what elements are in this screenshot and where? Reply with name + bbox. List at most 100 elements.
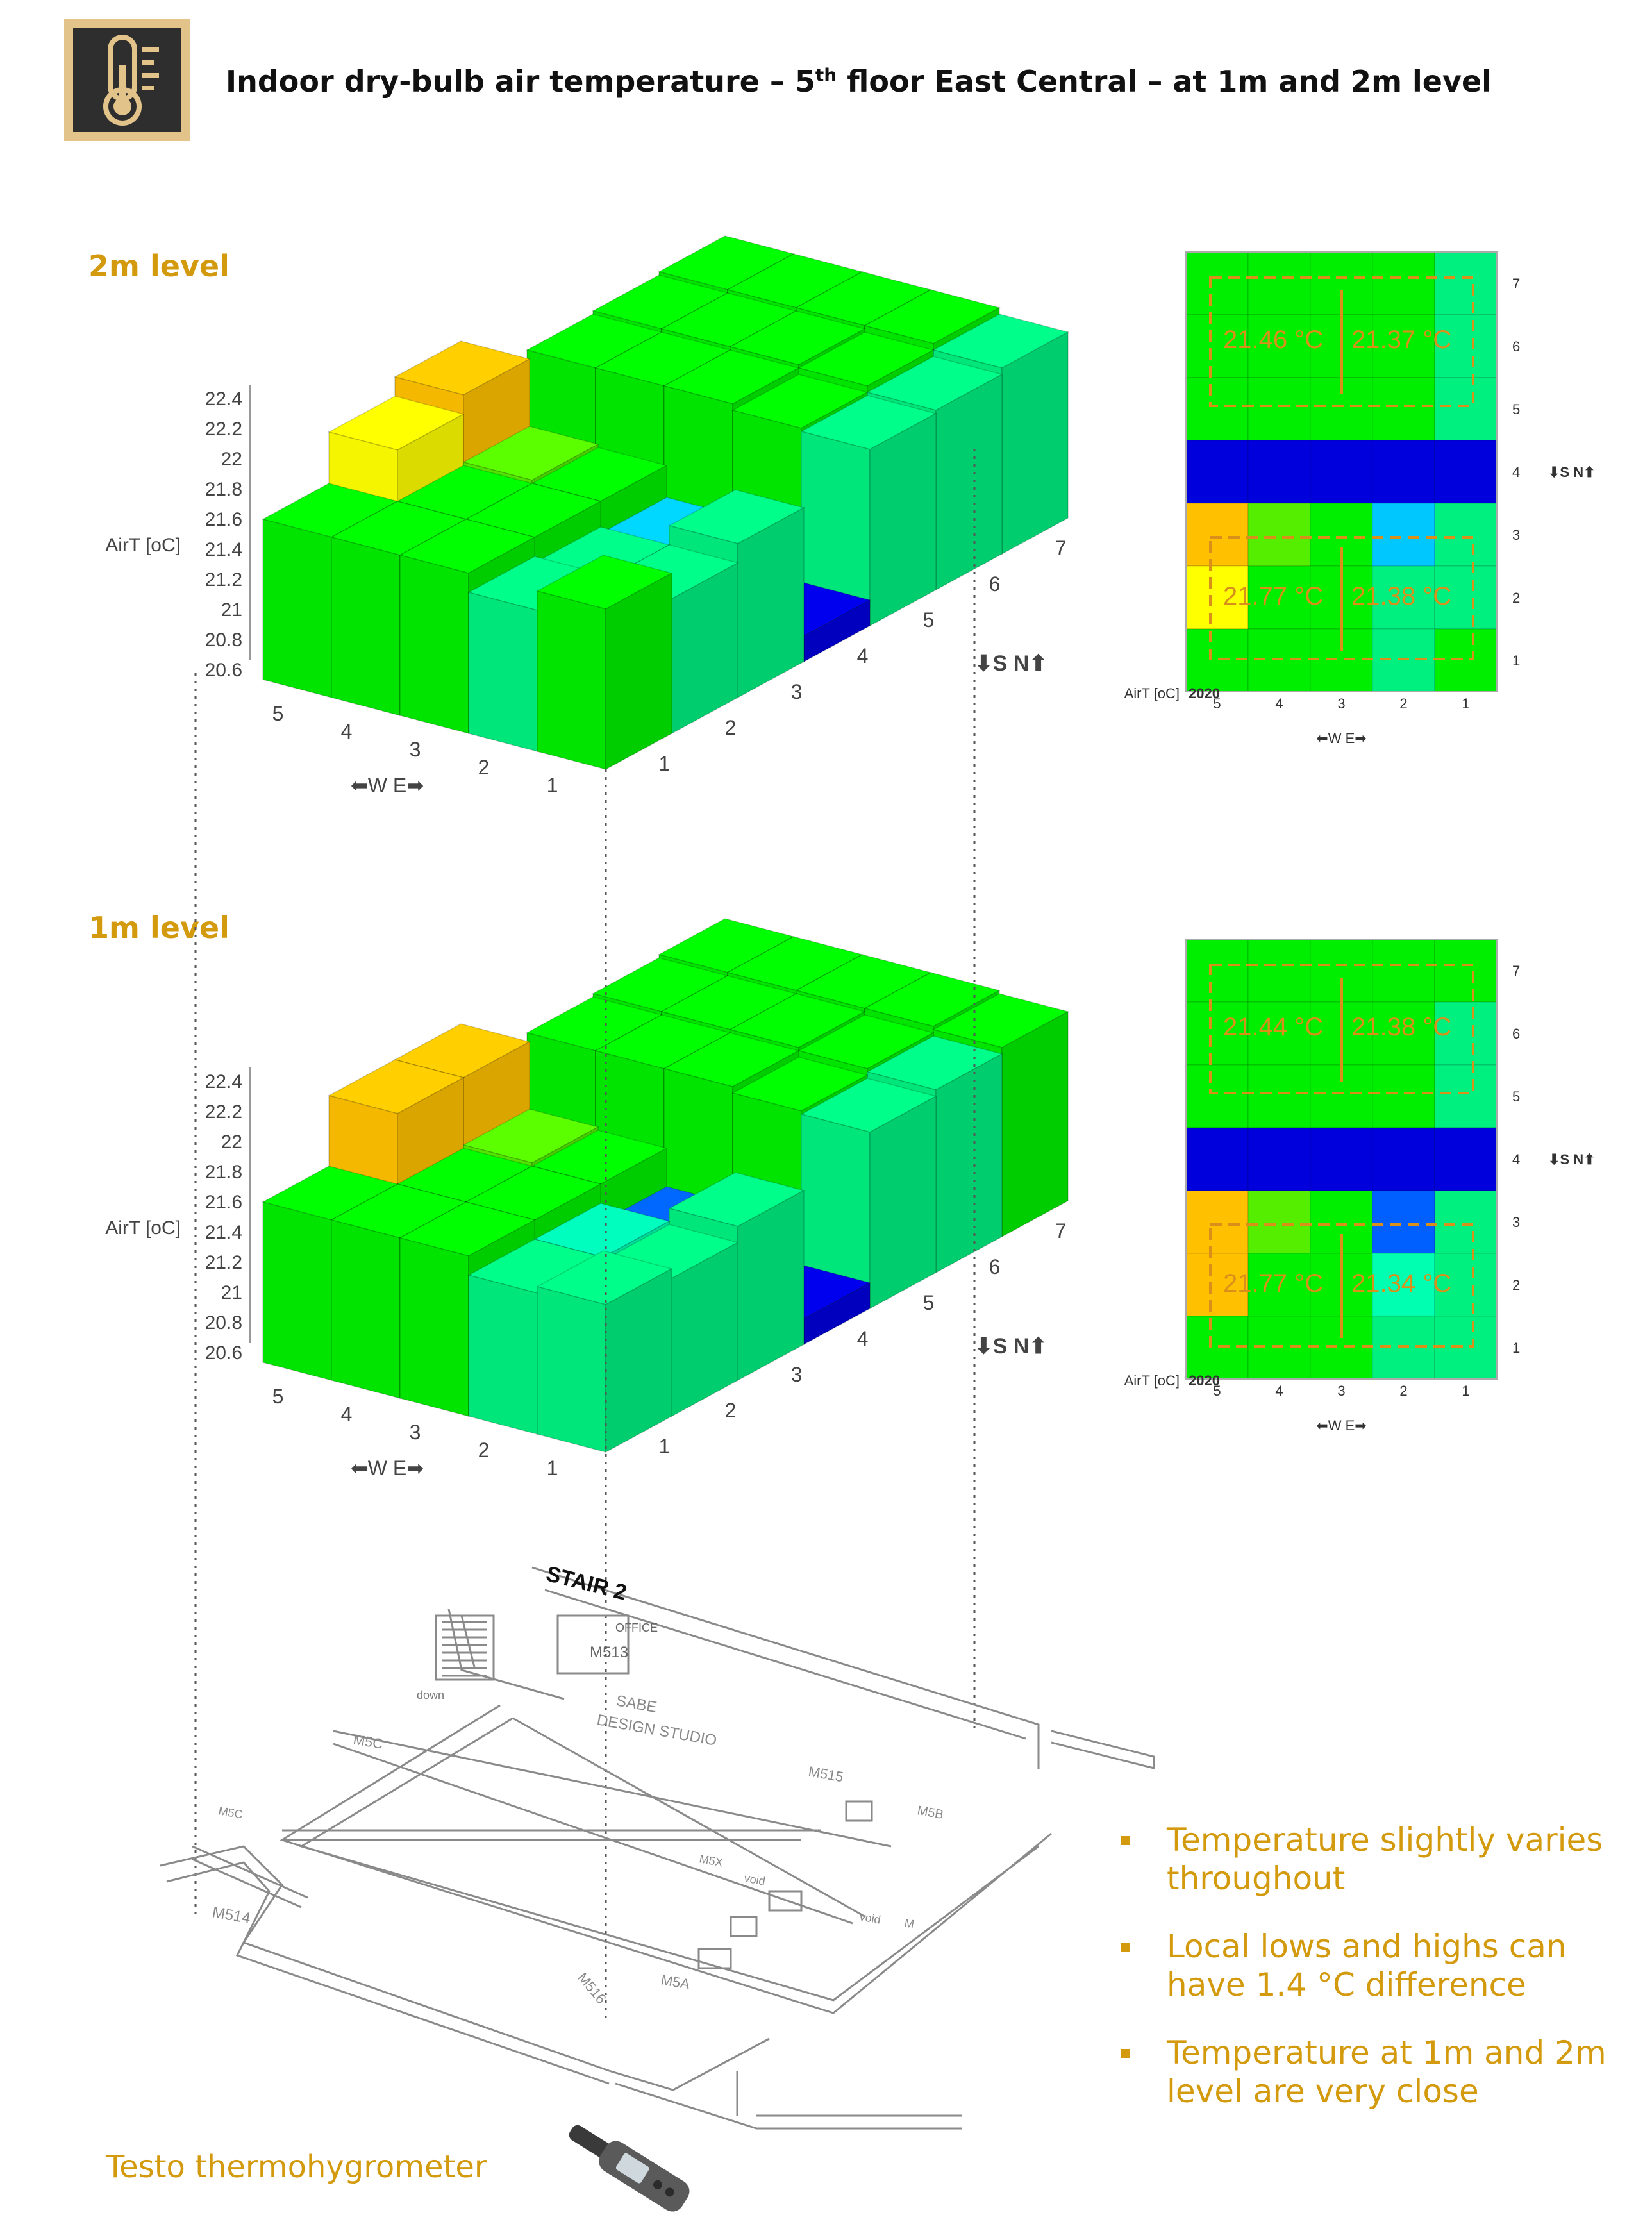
iso-sn-label: ⬇S N⬆ [974,651,1047,676]
heatmap-chart: 21.46 °C 21.37 °C 21.77 °C 21.38 °C 7 6 5 4 3 2 1 ⬇… [1124,251,1596,746]
iso-bar [667,489,806,544]
plan-label: SABE [615,1692,658,1716]
heatmap-row-label: 7 [1512,963,1520,979]
iso-y-tick: 22.2 [205,419,242,440]
iso-y-tick: 20.8 [205,630,242,651]
zone-value: 21.34 °C [1351,1269,1451,1298]
heatmap-cell [1434,503,1498,567]
zone-upper [1209,276,1474,407]
iso-depth-tick: 2 [725,1399,737,1422]
finding-item: Temperature slightly varies throughout [1115,1821,1628,1898]
iso-depth-tick: 5 [923,608,935,631]
iso-y-tick: 20.6 [205,660,242,681]
heatmap-cell [1372,251,1435,315]
zone-value: 21.38 °C [1351,582,1451,610]
heatmap-row-label: 5 [1512,1089,1520,1105]
plan-stair [435,1614,495,1681]
iso-bar [869,412,937,627]
heatmap-cell [1247,939,1311,1003]
heatmap-row-label: 4 [1512,464,1520,480]
iso-bar [797,331,935,387]
iso-bar [728,310,867,365]
heatmap-row-label: 6 [1512,1026,1520,1042]
plan-column [730,1916,758,1937]
heatmap-col-label: 4 [1275,696,1283,712]
plan-wall [615,2082,962,2130]
iso-x-tick: 2 [478,756,490,779]
heatmap-col-label: 1 [1462,1383,1469,1399]
plan-label: M [903,1916,915,1930]
heatmap-cell [1185,251,1249,315]
heatmap-cell [1434,1001,1498,1066]
iso-y-tick: 21.6 [205,1192,242,1213]
bullet-square-icon [1121,2049,1130,2058]
heatmap-we-label: ⬅W E➡ [1316,730,1366,746]
heatmap-y-value: 2020 [1189,685,1220,701]
zone-value: 21.77 °C [1223,582,1323,610]
iso-depth-tick: 1 [659,1435,671,1458]
heatmap-cell [1434,939,1498,1003]
iso-x-tick: 1 [547,774,558,797]
heatmap-cell [1247,251,1311,315]
heatmap-y-label: AirT [oC] [1124,685,1180,701]
heatmap-cell [1185,440,1249,504]
plan-label: M5B [916,1803,944,1822]
heatmap-col-label: 2 [1399,1383,1407,1399]
heatmap-cell [1247,314,1311,378]
iso-x-tick: 1 [547,1457,558,1480]
iso-y-tick: 22 [221,1132,242,1153]
heatmap-cell [1434,1253,1498,1317]
bullet-square-icon [1121,1836,1130,1845]
heatmap-cell [1372,440,1435,504]
heatmap-cell [1434,377,1498,441]
heatmap-chart: 21.44 °C 21.38 °C 21.77 °C 21.34 °C 7 6 5 4 3 2 1 ⬇… [1124,939,1596,1433]
zone-upper [1209,964,1474,1094]
heatmap-col-label: 2 [1399,696,1407,712]
heatmap-cell [1247,1127,1311,1191]
heatmap-row-label: 6 [1512,339,1520,355]
iso-bar [537,590,606,770]
heatmap-cell [1185,1064,1249,1128]
heatmap-cell [1247,377,1311,441]
heatmap-cell [1185,1127,1249,1191]
iso-we-label: ⬅W E➡ [351,774,424,797]
iso-depth-tick: 4 [857,644,869,667]
iso-bar [594,331,732,387]
heatmap-cell [1185,1190,1249,1254]
heatmap-cell [1310,1127,1373,1191]
heatmap-cell [1372,1190,1435,1254]
plan-label: M513 [590,1644,628,1661]
iso-bar [863,289,1001,344]
heatmap-row-label: 2 [1512,590,1520,606]
iso-depth-tick: 6 [989,1255,1001,1278]
heatmap-cell [1185,939,1249,1003]
iso-y-tick: 22 [221,449,242,470]
plan-label: M5C [217,1804,244,1821]
heatmap-col-label: 5 [1213,1383,1221,1399]
iso-depth-tick: 3 [791,680,803,703]
iso-x-tick: 5 [272,702,284,725]
iso-bar [869,1095,937,1310]
iso-y-tick: 20.8 [205,1312,242,1333]
thermohygrometer-icon [569,2125,690,2212]
iso-depth-tick: 6 [989,573,1001,596]
heatmap-cell [1185,314,1249,378]
plan-column [697,1948,732,1969]
plan-diagonal [333,1743,853,1925]
heatmap-y-value: 2020 [1189,1373,1220,1389]
heatmap-row-label: 2 [1512,1277,1520,1293]
iso-bar-chart: 22.422.22221.821.621.421.22120.820.6AirT… [105,918,1070,1480]
iso-bar [799,395,938,450]
iso-depth-tick: 2 [725,716,737,739]
plan-label: down [417,1689,444,1701]
heatmap-y-label: AirT [oC] [1124,1373,1180,1389]
heatmap-cell [1372,1064,1435,1128]
plan-wall [299,1717,1039,2002]
floor-plan [160,1566,1155,2130]
heatmap-cell [1247,1190,1311,1254]
heatmap-cell [1434,314,1498,378]
plan-office [556,1614,630,1675]
iso-bar [399,1237,469,1417]
page-title: Indoor dry-bulb air temperature – 5th fl… [226,64,1492,99]
